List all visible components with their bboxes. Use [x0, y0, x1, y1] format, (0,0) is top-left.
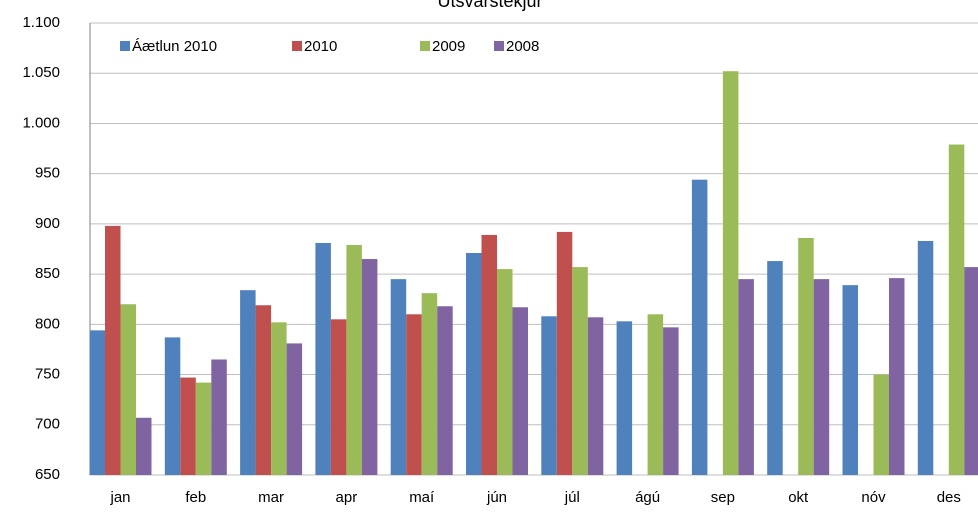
bar [481, 234, 497, 475]
bar [330, 319, 347, 475]
bar [556, 231, 573, 475]
legend-label: 2009 [432, 38, 465, 55]
x-tick-label: okt [788, 489, 809, 506]
x-tick-label: jan [109, 489, 130, 506]
y-tick-label: 950 [35, 165, 60, 182]
y-tick-label: 700 [35, 416, 60, 433]
legend-swatch [292, 41, 302, 51]
bar [105, 225, 121, 475]
bar [691, 179, 708, 475]
x-tick-label: ágú [635, 489, 660, 506]
x-tick-label: feb [185, 489, 206, 506]
y-tick-label: 1.050 [22, 64, 60, 81]
bar [271, 322, 287, 475]
bar [346, 244, 362, 475]
bar [136, 417, 152, 475]
x-tick-label: mar [258, 489, 284, 506]
chart-title: Útsvarstekjur [437, 0, 542, 11]
bar [738, 279, 754, 475]
bar [89, 330, 105, 475]
bar [767, 261, 783, 475]
y-tick-label: 1.100 [22, 14, 60, 31]
y-tick-label: 750 [35, 366, 60, 383]
y-tick-label: 650 [35, 466, 60, 483]
bar [964, 267, 978, 475]
bar [315, 242, 331, 475]
x-tick-label: apr [336, 489, 358, 506]
bar [211, 359, 227, 475]
x-tick-label: des [937, 489, 961, 506]
bar [361, 259, 378, 475]
bar [421, 293, 438, 475]
x-tick-label: jún [486, 489, 507, 506]
bar [406, 314, 422, 475]
y-tick-label: 1.000 [22, 114, 60, 131]
bar [466, 253, 482, 475]
bar [663, 327, 679, 475]
legend-swatch [420, 41, 430, 51]
legend-label: 2010 [304, 38, 337, 55]
bar [437, 306, 453, 475]
x-tick-label: júl [564, 489, 580, 506]
bar [722, 71, 739, 476]
legend-swatch [120, 41, 130, 51]
bar [917, 240, 934, 475]
bar [164, 337, 181, 475]
legend-label: 2008 [506, 38, 539, 55]
bar [255, 305, 272, 475]
bar [195, 382, 212, 475]
bar [813, 279, 830, 475]
bar [497, 269, 513, 475]
bar [541, 316, 557, 475]
bar [572, 267, 588, 475]
bar [587, 317, 604, 475]
y-tick-label: 900 [35, 215, 60, 232]
bar [889, 278, 905, 475]
legend-label: Áætlun 2010 [132, 38, 217, 55]
bar [842, 285, 858, 475]
x-tick-label: sep [711, 489, 735, 506]
bar [120, 304, 136, 475]
legend-swatch [494, 41, 504, 51]
bar [286, 343, 303, 475]
bar [390, 279, 407, 475]
bar [512, 307, 528, 475]
bar [647, 314, 664, 475]
bar [240, 290, 256, 475]
y-tick-label: 850 [35, 265, 60, 282]
x-tick-label: nóv [861, 489, 886, 506]
x-tick-label: maí [409, 489, 435, 506]
y-tick-label: 800 [35, 315, 60, 332]
bar [180, 377, 196, 475]
bar [873, 374, 889, 475]
bar [948, 144, 965, 475]
bar [616, 321, 633, 475]
bar [798, 237, 814, 475]
